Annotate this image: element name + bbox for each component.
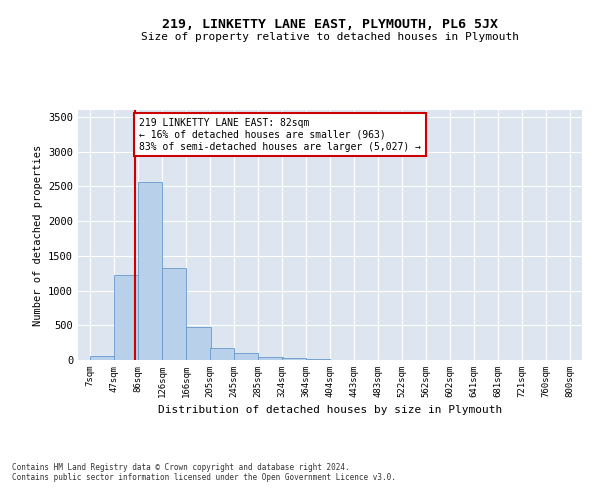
Text: Contains HM Land Registry data © Crown copyright and database right 2024.: Contains HM Land Registry data © Crown c… xyxy=(12,464,350,472)
X-axis label: Distribution of detached houses by size in Plymouth: Distribution of detached houses by size … xyxy=(158,406,502,415)
Text: Size of property relative to detached houses in Plymouth: Size of property relative to detached ho… xyxy=(141,32,519,42)
Text: 219 LINKETTY LANE EAST: 82sqm
← 16% of detached houses are smaller (963)
83% of : 219 LINKETTY LANE EAST: 82sqm ← 16% of d… xyxy=(139,118,421,152)
Bar xyxy=(138,182,162,360)
Bar xyxy=(210,348,234,360)
Bar xyxy=(90,356,115,360)
Bar xyxy=(234,353,259,360)
Bar xyxy=(187,328,211,360)
Bar xyxy=(259,356,283,360)
Bar xyxy=(282,358,306,360)
Text: Contains public sector information licensed under the Open Government Licence v3: Contains public sector information licen… xyxy=(12,474,396,482)
Text: 219, LINKETTY LANE EAST, PLYMOUTH, PL6 5JX: 219, LINKETTY LANE EAST, PLYMOUTH, PL6 5… xyxy=(162,18,498,30)
Bar xyxy=(162,268,187,360)
Bar xyxy=(115,276,139,360)
Y-axis label: Number of detached properties: Number of detached properties xyxy=(32,144,43,326)
